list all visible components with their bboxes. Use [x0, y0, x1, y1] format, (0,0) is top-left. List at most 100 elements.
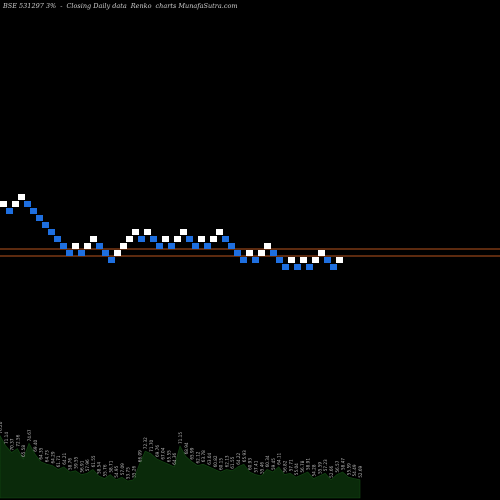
- up-brick-31: [180, 229, 187, 235]
- down-brick-55: [324, 257, 331, 263]
- down-brick-10: [54, 236, 61, 242]
- chart-header: BSE 531297 3% - Closing Daily data Renko cha…: [3, 2, 242, 10]
- down-brick-40: [234, 250, 241, 256]
- description-label: Closing Daily data: [66, 2, 127, 10]
- volume-label-47: 60.34: [265, 455, 270, 467]
- volume-label-22: 57.09: [120, 463, 125, 475]
- up-brick-42: [246, 250, 253, 256]
- down-brick-24: [138, 236, 145, 242]
- up-brick-36: [210, 236, 217, 242]
- up-brick-22: [126, 236, 133, 242]
- up-brick-1: [0, 201, 7, 207]
- up-brick-57: [336, 257, 343, 263]
- down-brick-33: [192, 243, 199, 249]
- up-brick-37: [216, 229, 223, 235]
- down-brick-12: [66, 250, 73, 256]
- down-brick-14: [78, 250, 85, 256]
- volume-label-8: 64.35: [39, 447, 44, 459]
- down-brick-32: [186, 236, 193, 242]
- up-brick-45: [264, 243, 271, 249]
- volume-label-32: 71.15: [178, 432, 183, 444]
- up-brick-16: [90, 236, 97, 242]
- source-label: charts MunafaSutra.com: [155, 2, 238, 10]
- volume-area: [0, 434, 361, 499]
- volume-label-12: 64.21: [62, 452, 67, 464]
- down-brick-6: [30, 208, 37, 214]
- up-brick-21: [120, 243, 127, 249]
- volume-label-41: 61.55: [230, 456, 235, 468]
- up-brick-44: [258, 250, 265, 256]
- volume-label-19: 55.76: [103, 464, 108, 476]
- volume-label-35: 62.12: [195, 451, 200, 463]
- volume-label-10: 64.29: [50, 451, 55, 463]
- volume-label-5: 65.58: [21, 445, 26, 457]
- volume-label-13: 58.76: [68, 458, 73, 470]
- volume-label-56: 55.59: [317, 462, 322, 474]
- volume-label-31: 64.36: [172, 452, 177, 464]
- volume-label-49: 64.11: [277, 452, 282, 464]
- volume-label-58: 52.66: [329, 465, 334, 477]
- up-brick-25: [144, 229, 151, 235]
- volume-label-43: 65.93: [242, 450, 247, 462]
- volume-label-6: 74.67: [27, 429, 32, 441]
- volume-label-55: 54.28: [312, 464, 317, 476]
- volume-label-48: 59.45: [271, 458, 276, 470]
- up-brick-28: [162, 236, 169, 242]
- volume-label-51: 57.71: [288, 459, 293, 471]
- volume-label-20: 58.71: [108, 460, 113, 472]
- volume-label-50: 56.82: [283, 460, 288, 472]
- down-brick-50: [294, 264, 301, 270]
- volume-label-44: 60.93: [248, 458, 253, 470]
- volume-label-42: 64.22: [236, 452, 241, 464]
- volume-label-29: 67.04: [161, 447, 166, 459]
- down-brick-35: [204, 243, 211, 249]
- volume-label-7: 69.40: [33, 439, 38, 451]
- volume-label-24: 55.26: [132, 465, 137, 477]
- up-brick-20: [114, 250, 121, 256]
- up-brick-54: [318, 250, 325, 256]
- down-brick-41: [240, 257, 247, 263]
- volume-label-62: 54.49: [352, 464, 357, 476]
- down-brick-56: [330, 264, 337, 270]
- up-brick-53: [312, 257, 319, 263]
- down-brick-8: [42, 222, 49, 228]
- volume-label-45: 57.41: [253, 460, 258, 472]
- volume-label-2: 71.14: [4, 432, 9, 444]
- volume-label-28: 69.76: [155, 445, 160, 457]
- up-brick-23: [132, 229, 139, 235]
- volume-label-61: 55.59: [346, 463, 351, 475]
- down-brick-39: [228, 243, 235, 249]
- down-brick-2: [6, 208, 13, 214]
- volume-label-60: 58.47: [341, 458, 346, 470]
- down-brick-29: [168, 243, 175, 249]
- up-brick-3: [12, 201, 19, 207]
- volume-label-46: 55.46: [259, 462, 264, 474]
- volume-label-53: 56.78: [300, 460, 305, 472]
- symbol-label: BSE 531297 3%: [3, 2, 57, 10]
- down-brick-5: [24, 201, 31, 207]
- volume-label-15: 56.91: [79, 460, 84, 472]
- volume-label-26: 72.32: [143, 437, 148, 449]
- down-brick-19: [108, 257, 115, 263]
- volume-label-57: 57.23: [323, 459, 328, 471]
- up-brick-13: [72, 243, 79, 249]
- up-brick-4: [18, 194, 25, 200]
- up-brick-15: [84, 243, 91, 249]
- volume-label-9: 64.73: [44, 450, 49, 462]
- volume-label-54: 58.91: [306, 458, 311, 470]
- renko-bricks: [0, 194, 343, 270]
- volume-label-17: 61.55: [91, 455, 96, 467]
- down-brick-38: [222, 236, 229, 242]
- down-brick-27: [156, 243, 163, 249]
- volume-label-21: 54.95: [114, 465, 119, 477]
- down-brick-17: [96, 243, 103, 249]
- volume-label-14: 59.55: [73, 456, 78, 468]
- down-brick-46: [270, 250, 277, 256]
- down-brick-11: [60, 243, 67, 249]
- volume-label-4: 72.56: [15, 434, 20, 446]
- up-brick-49: [288, 257, 295, 263]
- down-brick-9: [48, 229, 55, 235]
- volume-label-52: 55.04: [294, 463, 299, 475]
